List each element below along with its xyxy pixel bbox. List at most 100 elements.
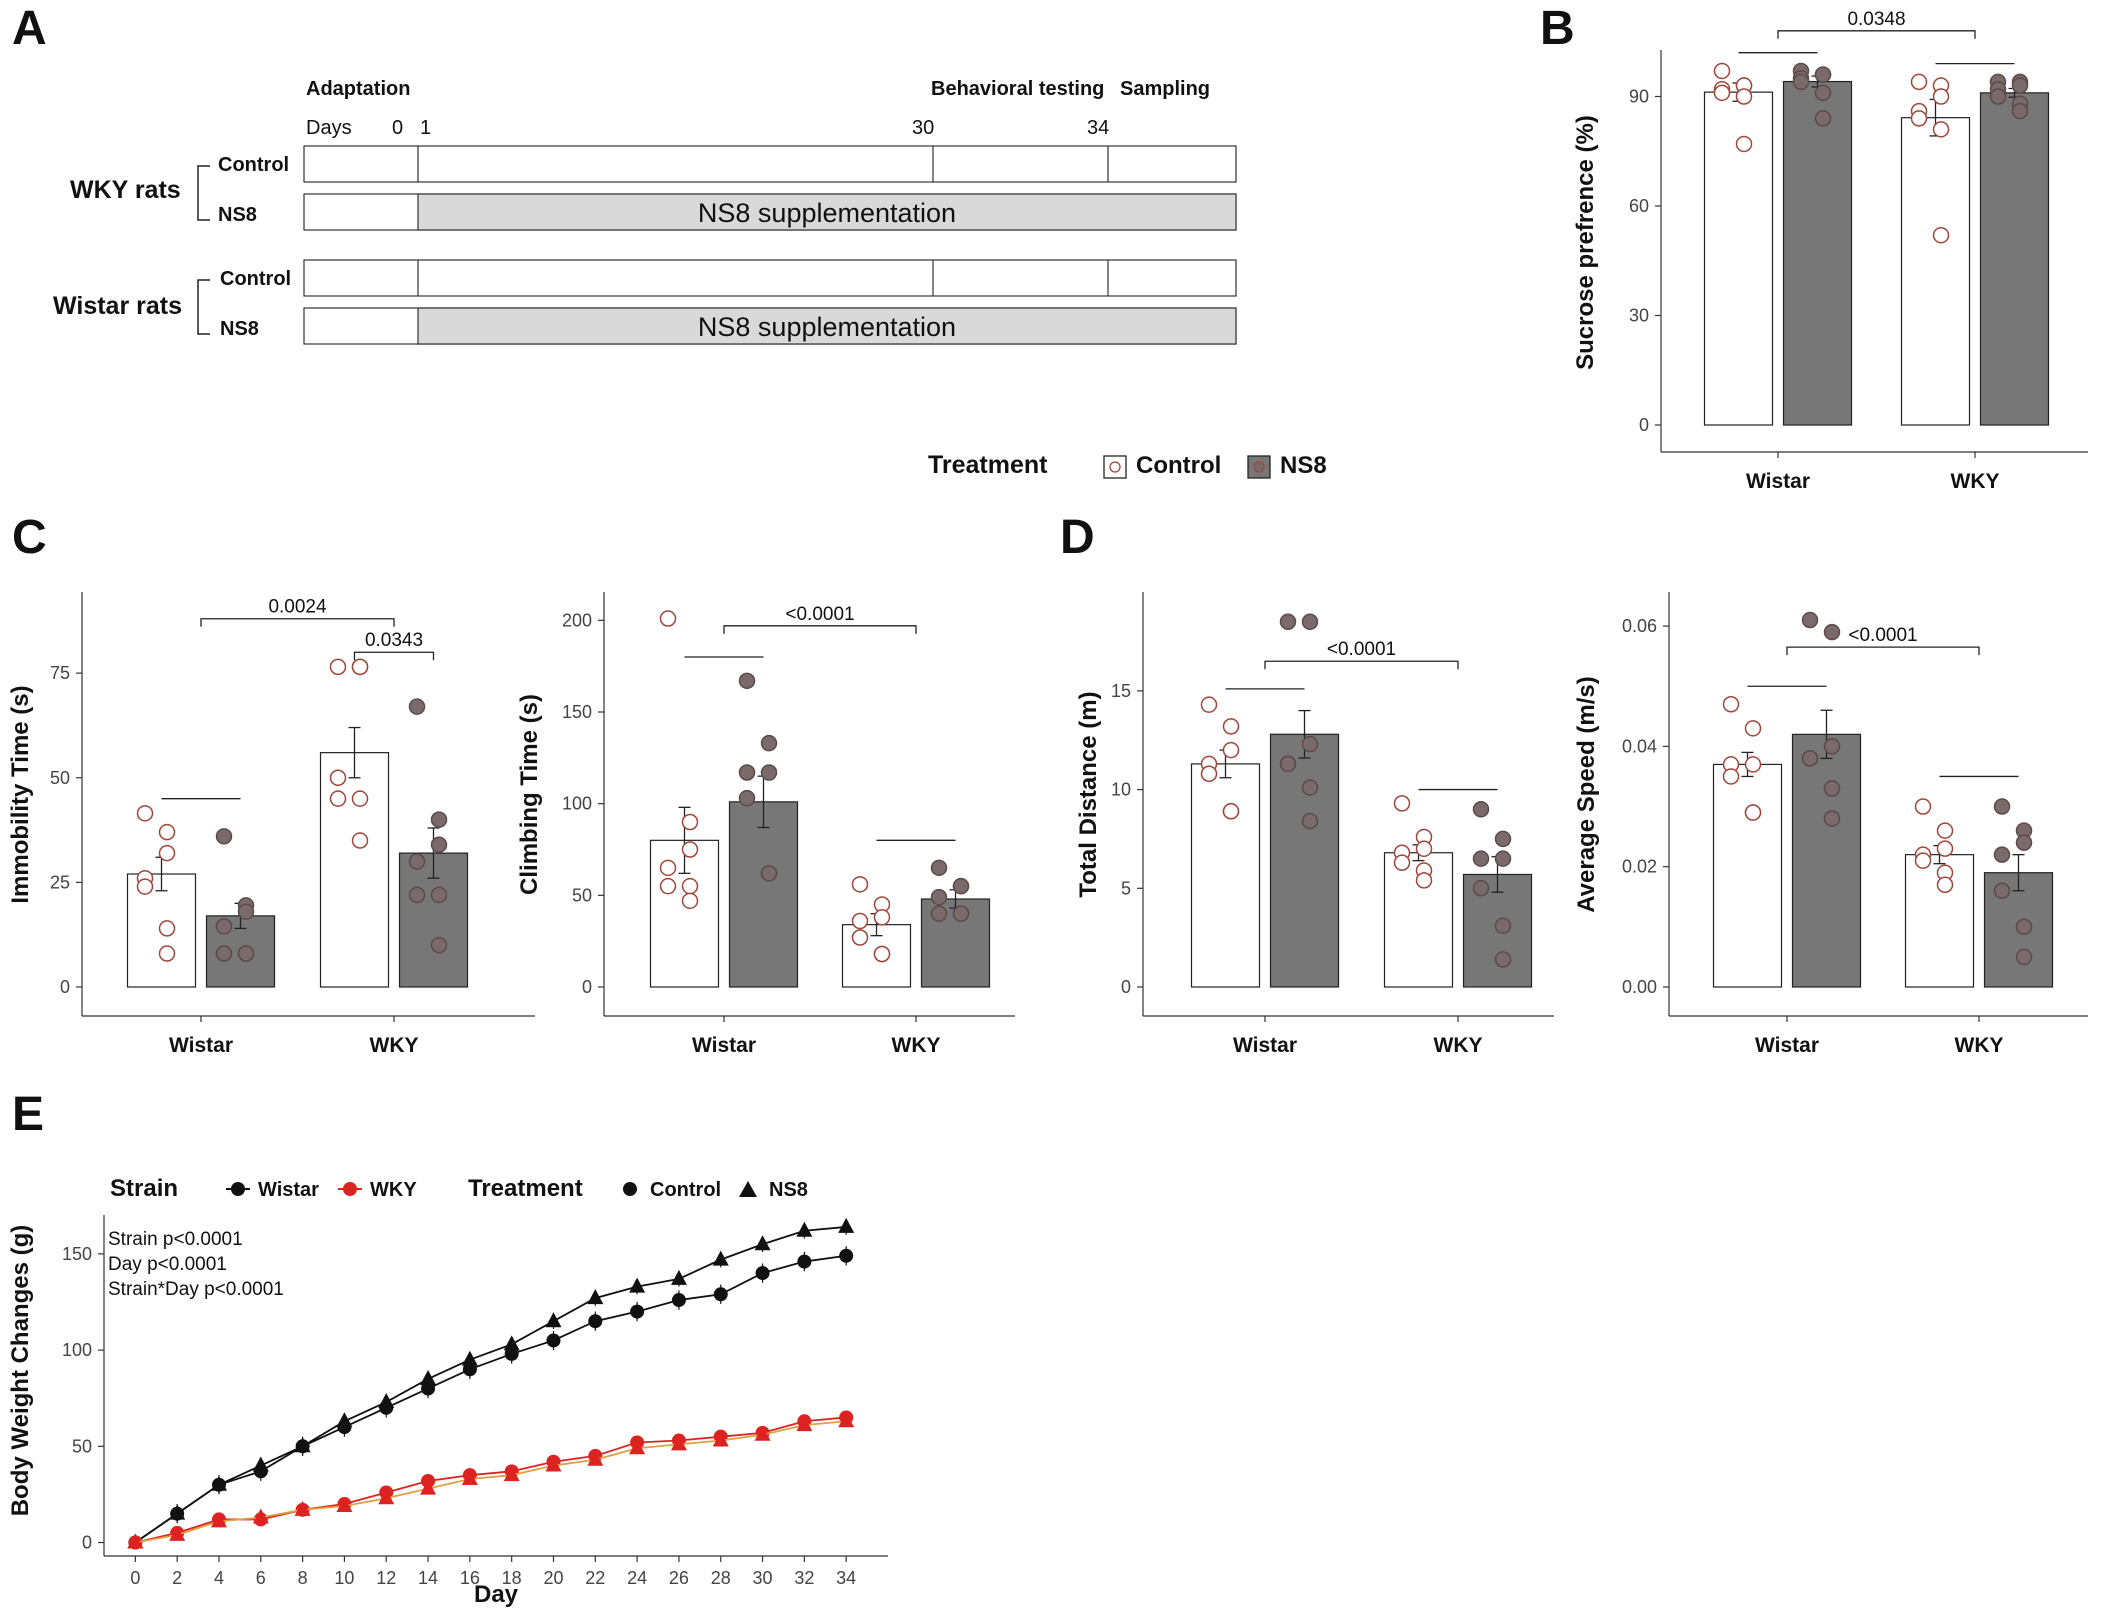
data-point xyxy=(127,1533,144,1549)
stat-annotation: Strain*Day p<0.0001 xyxy=(108,1279,284,1300)
legend-strain-title: Strain xyxy=(110,1175,178,1202)
data-point xyxy=(545,1456,562,1472)
timeline-header-sampling: Sampling xyxy=(1120,78,1210,100)
x-tick-label: Wistar xyxy=(1746,470,1810,493)
data-point xyxy=(1301,735,1319,753)
data-point xyxy=(1415,872,1433,889)
sucrose-y-axis-title: Sucrose prefrence (%) xyxy=(1572,115,1599,370)
y-tick-label: 150 xyxy=(62,1244,92,1264)
data-point xyxy=(851,929,869,946)
data-point xyxy=(588,1314,603,1329)
data-point xyxy=(408,853,426,870)
x-tick-label: 16 xyxy=(460,1568,480,1588)
data-point xyxy=(461,1350,478,1366)
panel-label-b: B xyxy=(1540,2,1575,55)
data-point xyxy=(1914,852,1932,869)
bar-control-wistar xyxy=(1190,763,1261,988)
data-point xyxy=(237,903,255,920)
data-point xyxy=(1936,876,1954,893)
legend-treatment-title: Treatment xyxy=(468,1175,583,1202)
data-point xyxy=(760,734,778,752)
x-tick-label: 30 xyxy=(753,1568,773,1588)
x-tick-label: Wistar xyxy=(1755,1034,1819,1057)
data-point xyxy=(873,945,891,963)
chart-immobility-time: 0 25 50 75 Immobility Time (s) Wistar WKY 0.002… xyxy=(7,592,535,1057)
timeline-row-label: NS8 xyxy=(220,318,259,340)
data-point xyxy=(851,876,869,893)
data-point xyxy=(252,1456,269,1472)
data-point xyxy=(237,945,255,962)
x-tick-label: WKY xyxy=(370,1034,419,1057)
data-point xyxy=(1472,801,1490,818)
data-point xyxy=(681,841,699,858)
timeline-row-label: Control xyxy=(218,154,289,176)
data-point xyxy=(659,877,677,895)
chart-climbing-time: 0 50 100 150 200 Climbing Time (s) Wistar WKY <0… xyxy=(516,592,1015,1057)
data-point xyxy=(136,878,154,895)
data-point xyxy=(351,790,369,807)
timeline-supplementation-bar xyxy=(417,307,1237,345)
x-tick-label: 34 xyxy=(836,1568,856,1588)
data-point xyxy=(430,836,448,853)
data-point xyxy=(1936,840,1954,857)
significance-label: <0.0001 xyxy=(785,604,854,625)
x-tick-label: 32 xyxy=(794,1568,814,1588)
data-point xyxy=(1279,613,1297,630)
legend-item-wky: WKY xyxy=(370,1179,417,1201)
data-point xyxy=(545,1312,562,1328)
legend-marker-control xyxy=(1109,461,1121,473)
data-point xyxy=(1993,798,2011,815)
y-tick-label: 50 xyxy=(572,885,592,905)
immobility-y-axis-title: Immobility Time (s) xyxy=(7,685,34,903)
data-point xyxy=(1393,795,1411,812)
treatment-legend: Treatment Control NS8 xyxy=(928,451,1327,479)
x-tick-label: 10 xyxy=(334,1568,354,1588)
x-tick-label: WKY xyxy=(892,1034,941,1057)
data-point xyxy=(670,1435,687,1451)
data-point xyxy=(351,832,369,849)
data-point xyxy=(760,764,778,781)
significance-bracket xyxy=(1264,660,1459,670)
y-tick-label: 0 xyxy=(1639,415,1649,435)
data-point xyxy=(378,1393,395,1409)
data-point xyxy=(796,1416,813,1432)
data-point xyxy=(587,1450,604,1466)
x-tick-label: 20 xyxy=(543,1568,563,1588)
data-point xyxy=(546,1333,561,1348)
data-point xyxy=(430,886,448,904)
data-point xyxy=(1713,84,1731,102)
timeline-day-1: 1 xyxy=(420,117,431,139)
data-point xyxy=(839,1248,854,1263)
stat-annotation: Strain p<0.0001 xyxy=(108,1229,243,1250)
x-tick-label: 0 xyxy=(130,1568,140,1588)
data-point xyxy=(215,918,233,935)
data-point xyxy=(430,936,448,954)
timeline-supplementation-bar xyxy=(417,193,1237,231)
data-point xyxy=(169,1504,186,1520)
data-point xyxy=(2015,918,2033,936)
bar-ns8-wistar xyxy=(1791,733,1862,988)
panel-label-d: D xyxy=(1060,511,1095,564)
data-point xyxy=(1823,738,1841,755)
data-point xyxy=(1801,611,1819,629)
legend-item-control: Control xyxy=(650,1179,721,1201)
data-point xyxy=(1823,780,1841,797)
data-point xyxy=(169,1525,186,1541)
data-point xyxy=(930,859,948,877)
data-point xyxy=(1735,135,1753,153)
series-line-wky-control xyxy=(135,1416,847,1544)
x-tick-label: WKY xyxy=(1955,1034,2004,1057)
data-point xyxy=(158,823,176,841)
series-line-wky-ns8 xyxy=(135,1420,847,1544)
y-tick-label: 0.04 xyxy=(1622,736,1657,756)
data-point xyxy=(329,790,347,807)
data-point xyxy=(420,1479,437,1495)
data-point xyxy=(754,1235,771,1251)
data-point xyxy=(210,1512,227,1528)
data-point xyxy=(158,920,176,937)
significance-bracket xyxy=(723,625,917,634)
data-point xyxy=(952,905,970,922)
data-point xyxy=(329,658,347,676)
